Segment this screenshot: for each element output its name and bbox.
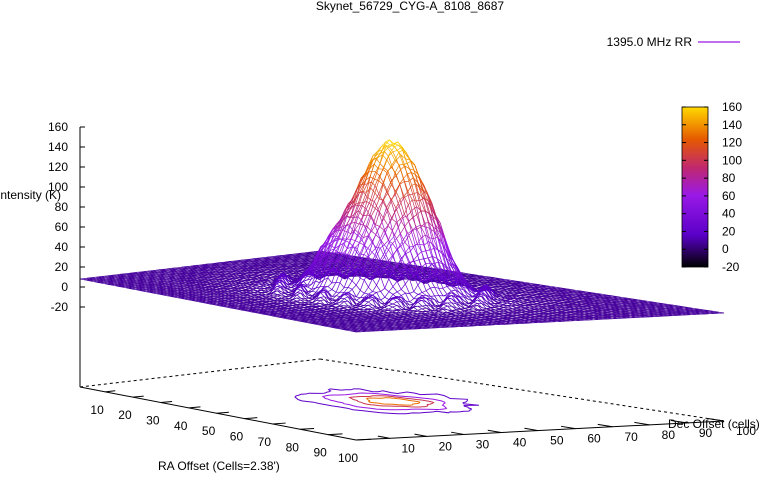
contour-level-60: [321, 392, 448, 411]
mesh-line: [424, 226, 430, 229]
mesh-line: [394, 184, 401, 195]
contour-projection: [294, 388, 479, 415]
mesh-line: [418, 258, 424, 261]
mesh-line: [376, 241, 382, 252]
mesh-line: [442, 251, 447, 267]
mesh-line: [405, 250, 411, 254]
mesh-line: [395, 169, 401, 177]
mesh-line: [372, 241, 377, 252]
mesh-line: [420, 225, 425, 246]
back-edge: [319, 358, 725, 422]
contour-level-100: [348, 395, 435, 408]
mesh-line: [408, 193, 413, 196]
mesh-line: [412, 192, 418, 195]
dec-axis-line: [355, 420, 725, 441]
surface-mesh: [79, 139, 725, 333]
contour-level-20: [294, 388, 479, 415]
contour-level-130: [366, 397, 421, 406]
mesh-line: [408, 181, 414, 195]
chart-title: Skynet_56729_CYG-A_8108_8687: [316, 0, 504, 13]
mesh-line: [380, 232, 386, 242]
back-left-edge: [79, 358, 321, 388]
mesh-line: [414, 259, 420, 262]
mesh-line: [389, 236, 395, 242]
legend-entry: 1395.0 MHz RR: [607, 35, 693, 49]
legend: 1395.0 MHz RR: [607, 35, 740, 49]
